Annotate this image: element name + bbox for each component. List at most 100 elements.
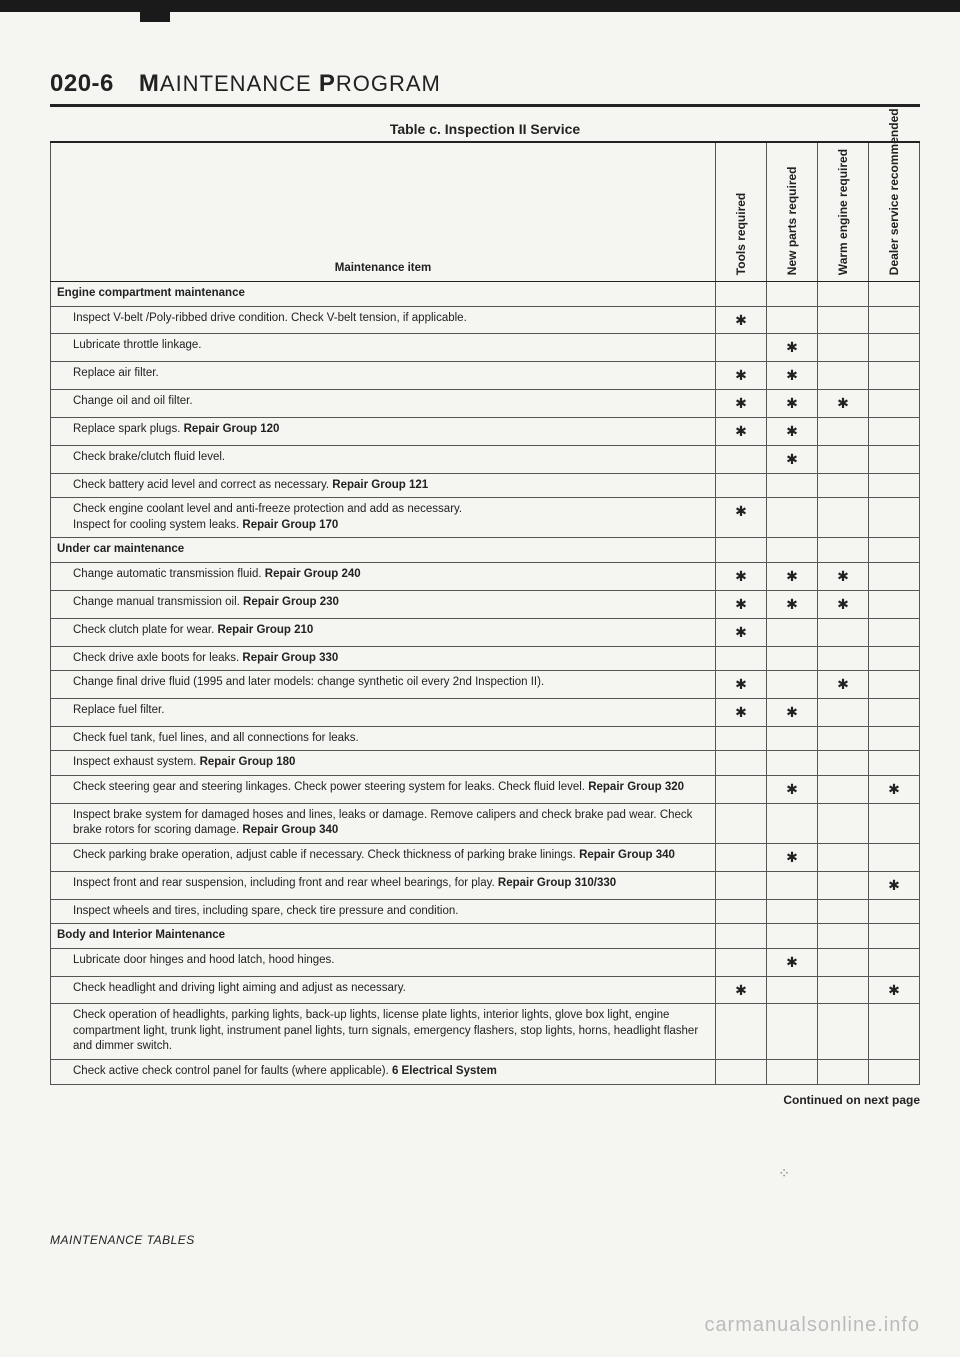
mark-dealer [869, 562, 920, 590]
mark-dealer [869, 418, 920, 446]
mark-tools [716, 775, 767, 803]
mark-warm: ✱ [818, 562, 869, 590]
mark-tools [716, 1004, 767, 1060]
maintenance-item: Check headlight and driving light aiming… [51, 976, 716, 1004]
mark-tools [716, 445, 767, 473]
mark-dealer [869, 646, 920, 671]
mark-parts [767, 538, 818, 563]
maintenance-item: Check drive axle boots for leaks. Repair… [51, 646, 716, 671]
mark-dealer: ✱ [869, 775, 920, 803]
mark-parts [767, 646, 818, 671]
mark-warm [818, 699, 869, 727]
maintenance-item: Check brake/clutch fluid level. [51, 445, 716, 473]
mark-parts [767, 498, 818, 538]
mark-parts: ✱ [767, 445, 818, 473]
mark-warm: ✱ [818, 590, 869, 618]
table-row: Lubricate door hinges and hood latch, ho… [51, 948, 920, 976]
mark-parts: ✱ [767, 334, 818, 362]
mark-tools [716, 334, 767, 362]
page-title: MAINTENANCE PROGRAM [139, 70, 441, 98]
mark-parts: ✱ [767, 390, 818, 418]
table-row: Check parking brake operation, adjust ca… [51, 843, 920, 871]
table-row: Check active check control panel for fau… [51, 1059, 920, 1084]
maintenance-item: Change automatic transmission fluid. Rep… [51, 562, 716, 590]
mark-parts [767, 1004, 818, 1060]
mark-parts: ✱ [767, 775, 818, 803]
mark-parts: ✱ [767, 699, 818, 727]
mark-tools [716, 726, 767, 751]
mark-tools: ✱ [716, 671, 767, 699]
table-row: Check engine coolant level and anti-free… [51, 498, 920, 538]
mark-dealer: ✱ [869, 871, 920, 899]
col-header-tools: Tools required [716, 142, 767, 282]
maintenance-item: Inspect brake system for damaged hoses a… [51, 803, 716, 843]
mark-parts [767, 751, 818, 776]
mark-warm: ✱ [818, 671, 869, 699]
mark-tools: ✱ [716, 498, 767, 538]
col-header-parts: New parts required [767, 142, 818, 282]
page-header: 020-6 MAINTENANCE PROGRAM [50, 70, 920, 98]
maintenance-item: Replace fuel filter. [51, 699, 716, 727]
mark-warm [818, 334, 869, 362]
table-row: Change automatic transmission fluid. Rep… [51, 562, 920, 590]
table-title: Table c. Inspection II Service [50, 121, 920, 137]
mark-warm [818, 803, 869, 843]
mark-warm [818, 976, 869, 1004]
mark-parts [767, 924, 818, 949]
mark-tools: ✱ [716, 306, 767, 334]
table-row: Check clutch plate for wear. Repair Grou… [51, 618, 920, 646]
mark-parts: ✱ [767, 590, 818, 618]
mark-parts [767, 803, 818, 843]
mark-dealer [869, 1059, 920, 1084]
col-header-warm: Warm engine required [818, 142, 869, 282]
table-body: Engine compartment maintenanceInspect V-… [51, 282, 920, 1085]
mark-dealer [869, 306, 920, 334]
mark-dealer [869, 334, 920, 362]
mark-dealer [869, 282, 920, 307]
mark-parts: ✱ [767, 843, 818, 871]
mark-tools: ✱ [716, 390, 767, 418]
mark-dealer [869, 538, 920, 563]
maintenance-item: Check battery acid level and correct as … [51, 473, 716, 498]
maintenance-item: Lubricate throttle linkage. [51, 334, 716, 362]
mark-warm [818, 445, 869, 473]
maintenance-item: Check engine coolant level and anti-free… [51, 498, 716, 538]
mark-dealer [869, 948, 920, 976]
maintenance-item: Check fuel tank, fuel lines, and all con… [51, 726, 716, 751]
table-row: Check drive axle boots for leaks. Repair… [51, 646, 920, 671]
mark-tools: ✱ [716, 699, 767, 727]
mark-warm [818, 1004, 869, 1060]
mark-tools [716, 899, 767, 924]
mark-warm [818, 726, 869, 751]
mark-tools [716, 948, 767, 976]
mark-warm [818, 871, 869, 899]
mark-tools: ✱ [716, 590, 767, 618]
mark-warm [818, 282, 869, 307]
section-row: Under car maintenance [51, 538, 920, 563]
table-row: Check steering gear and steering linkage… [51, 775, 920, 803]
mark-dealer [869, 390, 920, 418]
mark-tools: ✱ [716, 976, 767, 1004]
maintenance-item: Check operation of headlights, parking l… [51, 1004, 716, 1060]
table-row: Check brake/clutch fluid level. ✱ [51, 445, 920, 473]
mark-dealer [869, 473, 920, 498]
header-rule [50, 104, 920, 107]
mark-parts [767, 282, 818, 307]
table-row: Change final drive fluid (1995 and later… [51, 671, 920, 699]
maintenance-item: Lubricate door hinges and hood latch, ho… [51, 948, 716, 976]
mark-warm [818, 418, 869, 446]
continued-label: Continued on next page [50, 1093, 920, 1107]
mark-warm: ✱ [818, 390, 869, 418]
mark-dealer [869, 803, 920, 843]
mark-warm [818, 646, 869, 671]
mark-tools [716, 843, 767, 871]
mark-tools [716, 751, 767, 776]
table-row: Replace fuel filter.✱✱ [51, 699, 920, 727]
mark-dealer [869, 751, 920, 776]
mark-dealer [869, 618, 920, 646]
table-row: Replace air filter.✱✱ [51, 362, 920, 390]
mark-tools [716, 646, 767, 671]
mark-warm [818, 751, 869, 776]
mark-tools [716, 538, 767, 563]
mark-parts [767, 726, 818, 751]
